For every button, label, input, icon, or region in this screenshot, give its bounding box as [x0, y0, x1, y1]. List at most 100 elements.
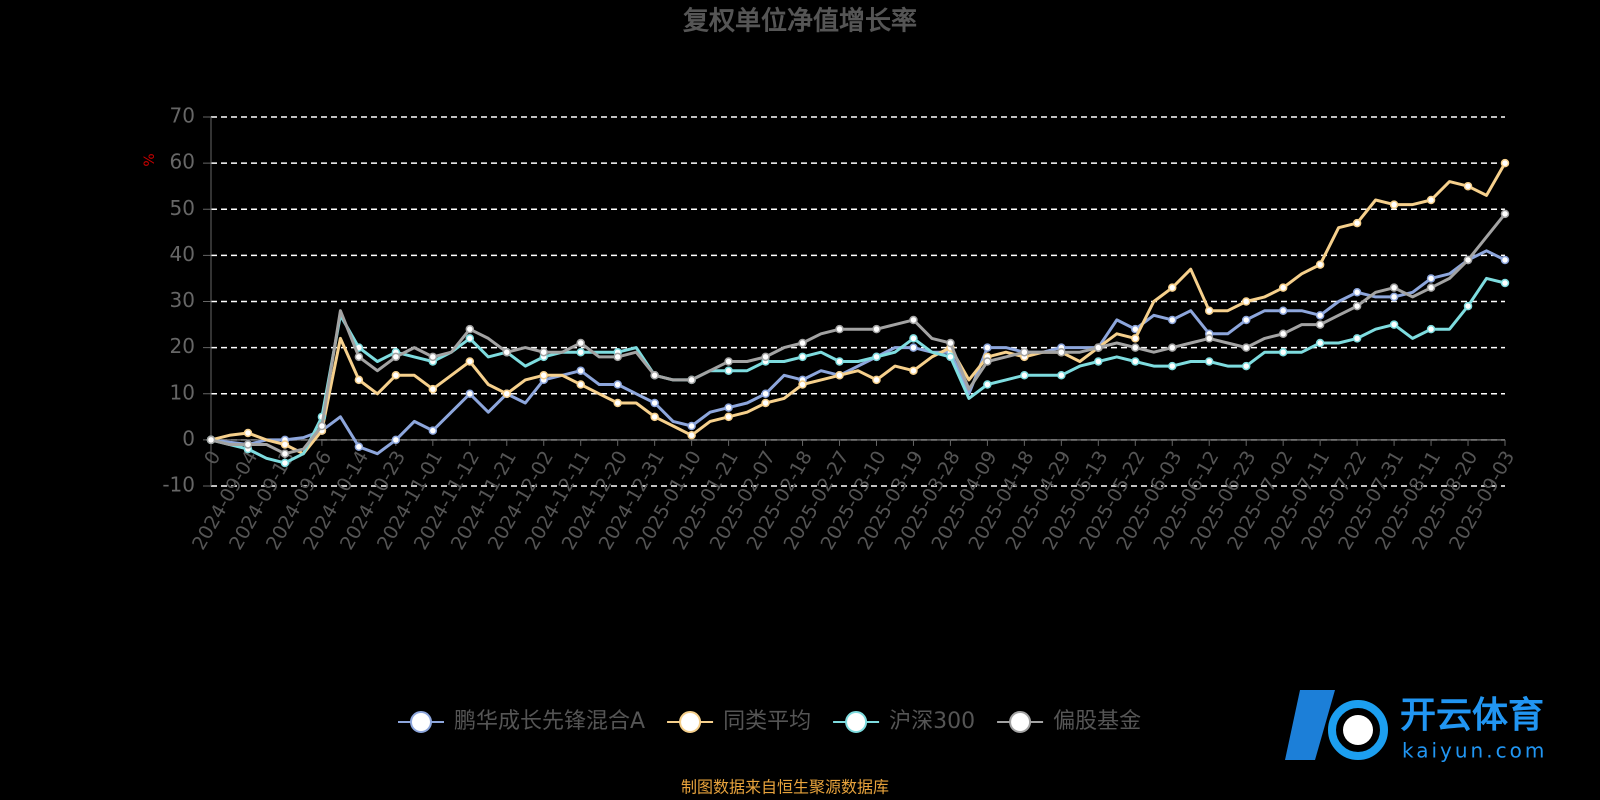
series-line	[210, 276, 1506, 465]
point	[1426, 283, 1436, 292]
point	[687, 375, 696, 385]
point	[1352, 334, 1362, 343]
point	[872, 324, 881, 334]
point	[1020, 347, 1029, 357]
point	[650, 398, 659, 408]
point	[465, 324, 475, 334]
point	[465, 357, 475, 366]
point	[1463, 301, 1473, 311]
point	[798, 352, 807, 362]
point	[243, 440, 253, 449]
legend-label: 沪深300	[889, 709, 975, 734]
point	[576, 347, 585, 357]
point	[576, 338, 585, 348]
point	[798, 380, 807, 389]
point	[280, 449, 290, 458]
point	[835, 324, 844, 334]
y-tick-label: -10	[162, 473, 195, 497]
point	[1500, 158, 1510, 168]
point	[1057, 347, 1066, 357]
point	[650, 371, 659, 380]
y-tick-label: 50	[170, 196, 195, 220]
point	[539, 371, 548, 380]
point	[1204, 334, 1214, 343]
y-tick-label: 10	[170, 380, 195, 404]
series-line	[210, 249, 1506, 456]
point	[354, 442, 364, 452]
point	[502, 389, 512, 398]
point	[1057, 371, 1066, 380]
point	[1315, 311, 1325, 320]
point	[687, 421, 696, 431]
point	[1241, 315, 1251, 325]
legend-label: 偏股基金	[1053, 709, 1141, 734]
point	[354, 352, 364, 362]
point	[613, 398, 622, 408]
point	[1241, 343, 1251, 352]
point	[1278, 347, 1288, 357]
point	[1500, 209, 1510, 219]
point	[761, 389, 770, 398]
point	[1500, 255, 1510, 265]
logo-shape	[1285, 690, 1335, 760]
point	[1168, 361, 1177, 371]
legend-marker	[1009, 711, 1032, 733]
point	[354, 375, 364, 385]
legend-label: 鹏华成长先锋混合A	[454, 709, 645, 734]
point	[835, 357, 844, 366]
point	[391, 352, 401, 362]
y-tick-label: 60	[170, 150, 195, 174]
point	[1094, 343, 1103, 352]
point	[1278, 306, 1288, 315]
watermark-brand: 开云体育	[1400, 695, 1544, 736]
point	[835, 371, 844, 380]
point	[1094, 357, 1103, 366]
point	[1241, 361, 1251, 371]
point	[613, 380, 622, 389]
point	[1389, 320, 1399, 329]
point	[946, 338, 955, 348]
point	[1020, 371, 1029, 380]
legend-label: 同类平均	[723, 709, 811, 734]
logo-ring	[1328, 700, 1388, 760]
legend-marker	[845, 711, 868, 733]
point	[909, 343, 918, 352]
point	[502, 347, 512, 357]
point	[1204, 357, 1214, 366]
point	[1315, 260, 1325, 269]
series-line	[210, 162, 1507, 456]
point	[576, 380, 585, 389]
point	[1389, 200, 1399, 209]
point	[1352, 288, 1362, 297]
point	[1315, 320, 1325, 329]
point	[1426, 274, 1436, 283]
point	[1463, 255, 1473, 265]
point	[613, 352, 622, 362]
point	[1131, 343, 1140, 352]
point	[909, 315, 918, 325]
point	[428, 352, 438, 362]
point	[724, 403, 733, 412]
y-tick-label: 0	[182, 426, 195, 450]
point	[1131, 357, 1140, 366]
point	[1168, 343, 1177, 352]
point	[983, 357, 992, 366]
point	[1426, 195, 1436, 205]
point	[1204, 306, 1214, 315]
point	[761, 398, 770, 408]
point	[1168, 315, 1177, 325]
point	[1426, 324, 1436, 334]
point	[206, 435, 216, 445]
point	[280, 440, 290, 449]
point	[909, 366, 918, 375]
point	[946, 352, 955, 362]
point	[798, 338, 807, 348]
point	[909, 334, 918, 343]
point	[1278, 283, 1288, 292]
chart-title: 复权单位净值增长率	[683, 6, 917, 37]
point	[1131, 334, 1140, 343]
point	[983, 343, 992, 352]
point	[1168, 283, 1177, 292]
y-tick-label: 40	[170, 242, 195, 266]
